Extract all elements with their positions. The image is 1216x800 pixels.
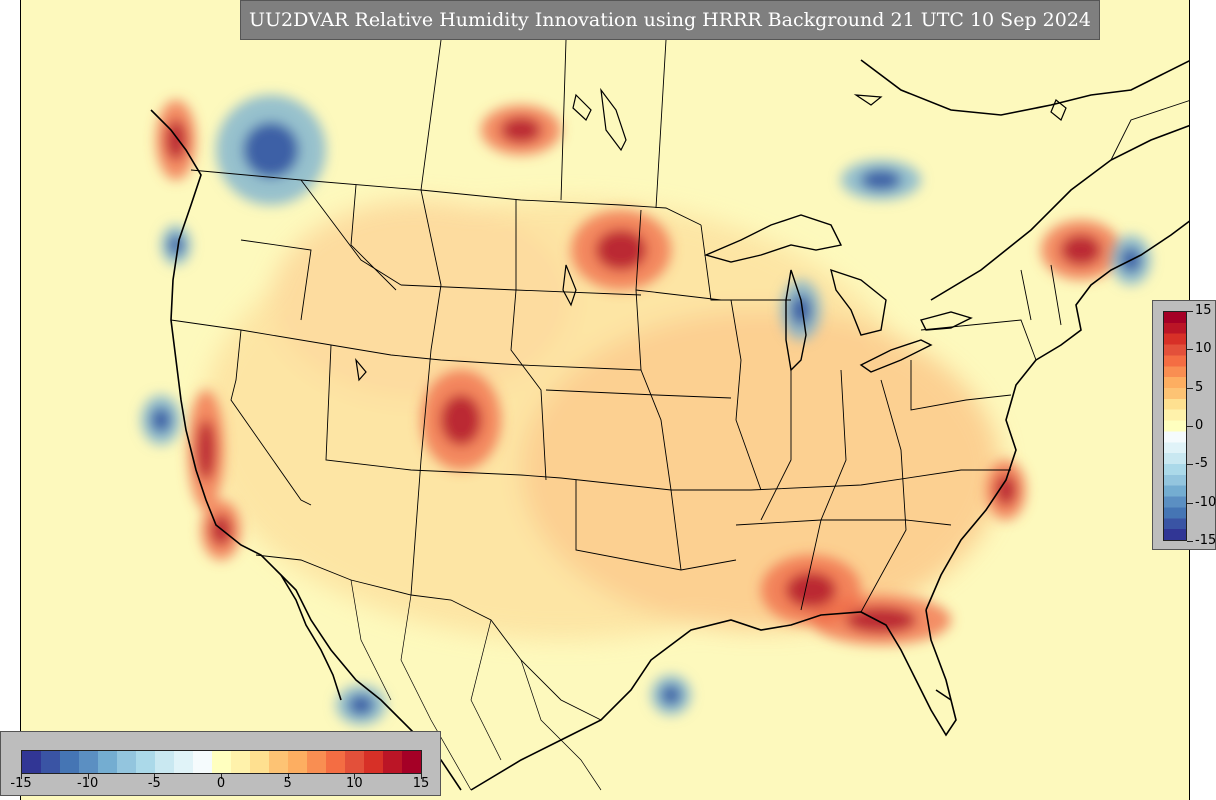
negative-innovation-layer <box>141 95 1151 725</box>
lake-michigan <box>785 269 807 372</box>
colorado-rockies-anomaly-core <box>441 395 481 445</box>
land-warm-field <box>201 200 1001 640</box>
lake-michigan-anomaly-core <box>791 295 811 325</box>
lake-huron <box>830 268 887 336</box>
colorbar-vertical-tick <box>1187 541 1193 542</box>
colorbar-horizontal-tick <box>421 774 422 779</box>
mexico-border <box>255 554 602 721</box>
humidity-innovation-map <box>21 0 1189 800</box>
colorbar-horizontal-tick <box>87 774 89 779</box>
pac-nw-coast-anomaly-core <box>166 120 186 160</box>
west-coast <box>150 109 462 791</box>
colorbar-horizontal-tick <box>154 774 156 779</box>
colorbar-horizontal-tick-label: -10 <box>77 776 99 791</box>
hudson-bay-shore <box>860 59 1189 116</box>
map-panel <box>20 0 1190 800</box>
gulf-of-mexico-west-anomaly-core <box>661 685 681 705</box>
colorbar-horizontal-tick <box>354 774 356 779</box>
ontario-south-anomaly-core <box>501 117 541 143</box>
pacific-nw-offshore-anomaly-core <box>168 235 184 255</box>
colorbar-vertical-tick <box>1187 349 1193 351</box>
great-plains-anomaly-core <box>596 230 646 270</box>
carolina-coast-anomaly-core <box>996 475 1016 505</box>
lake-ontario <box>919 311 973 331</box>
colorbar-horizontal-gradient <box>21 750 422 774</box>
great-lakes <box>703 214 973 373</box>
colorbar-horizontal-tick <box>287 774 289 779</box>
alabama-georgia-anomaly-core <box>786 572 836 608</box>
colorbar-vertical-tick-label: -15 <box>1195 533 1216 548</box>
colorbar-horizontal-tick-label: 0 <box>216 776 226 791</box>
colorbar-horizontal-tick-label: 10 <box>346 776 363 791</box>
colorbar-horizontal-tick <box>221 774 222 779</box>
colorbar-vertical-tick-label: 15 <box>1195 303 1212 318</box>
colorbar-vertical: 15 10 5 0 -5 -10 -15 <box>1152 300 1216 550</box>
colorbar-horizontal-tick <box>21 774 22 779</box>
lakes-small <box>355 87 1067 382</box>
colorbar-horizontal-tick-label: 5 <box>283 776 292 791</box>
colorbar-horizontal: -15 -10 -5 0 5 10 15 <box>0 731 441 796</box>
colorbar-vertical-gradient <box>1163 311 1187 541</box>
colorbar-vertical-tick <box>1187 387 1193 389</box>
colorbar-vertical-tick <box>1187 426 1193 427</box>
colorbar-vertical-tick-label: 10 <box>1195 341 1212 357</box>
quebec-anomaly-core <box>861 170 901 190</box>
lake-superior <box>703 214 843 263</box>
colorbar-vertical-tick-label: -5 <box>1195 456 1208 472</box>
lake-erie <box>859 339 933 373</box>
gulf-coast <box>470 609 957 791</box>
south-florida-gulf-anomaly-core <box>846 607 916 633</box>
colorbar-horizontal-tick-label: -5 <box>147 776 161 791</box>
baja-coast <box>280 574 342 701</box>
positive-innovation-layer <box>156 100 1121 645</box>
bc-interior-anomaly-core <box>243 122 299 178</box>
pacific-sw-anomaly-core <box>151 407 171 433</box>
state-borders <box>170 39 1189 721</box>
colorbar-vertical-tick <box>1187 464 1193 466</box>
colorbar-vertical-tick-label: 0 <box>1195 418 1204 433</box>
colorbar-vertical-tick-label: -10 <box>1195 494 1216 510</box>
colorbar-horizontal-tick-label: 15 <box>412 776 430 791</box>
colorbar-vertical-tick <box>1187 311 1193 312</box>
map-title: UU2DVAR Relative Humidity Innovation usi… <box>240 0 1100 40</box>
colorbar-horizontal-tick-label: -15 <box>10 776 32 791</box>
colorbar-vertical-tick <box>1187 502 1193 504</box>
gulf-of-california-anomaly-core <box>348 695 374 715</box>
northeast-anomaly-core <box>1061 235 1101 265</box>
cal-coast-anomaly-core <box>197 420 215 480</box>
mexico-states <box>350 579 602 791</box>
colorbar-vertical-tick-label: 5 <box>1195 379 1204 395</box>
florida-keys <box>935 689 952 701</box>
